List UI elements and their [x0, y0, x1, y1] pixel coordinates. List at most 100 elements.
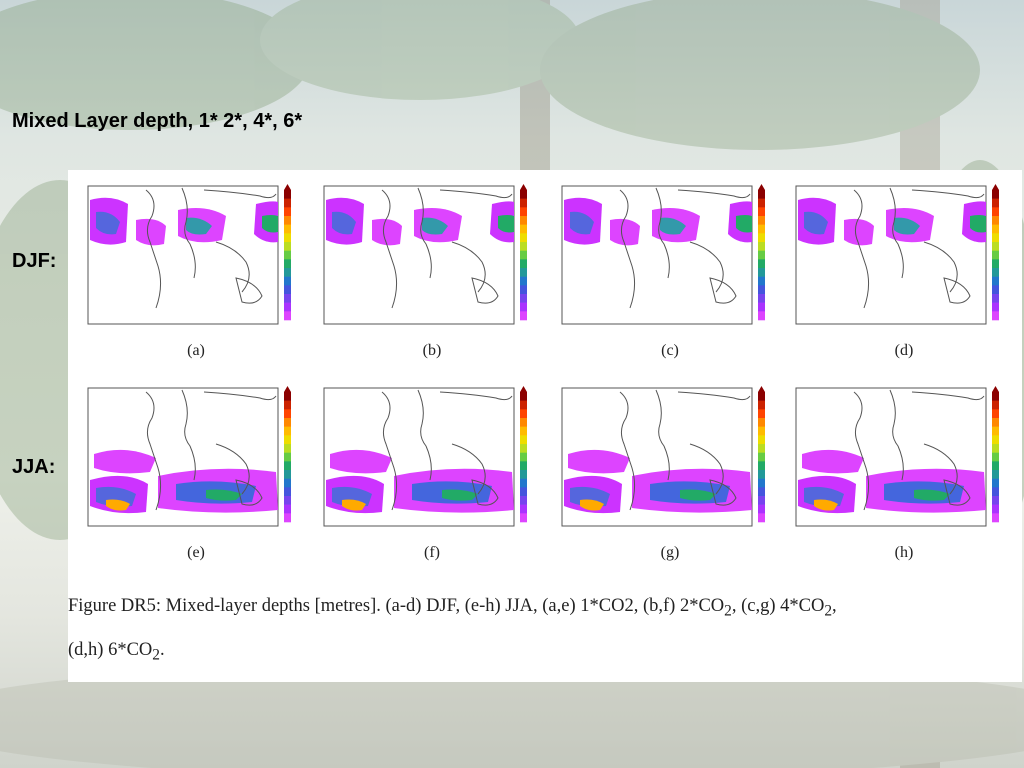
colorbar-segment: [758, 426, 765, 436]
colorbar-arrow: [284, 184, 291, 190]
colorbar-segment: [520, 452, 527, 462]
colorbar-segment: [284, 233, 291, 243]
colorbar-segment: [992, 224, 999, 234]
colorbar-segment: [992, 294, 999, 303]
colorbar-segment: [992, 190, 999, 199]
colorbar-segment: [284, 250, 291, 260]
colorbar-segment: [758, 198, 765, 208]
colorbar-segment: [520, 392, 527, 401]
map-panel-d: (d): [794, 182, 1014, 359]
colorbar-segment: [758, 487, 765, 497]
colorbar-segment: [992, 470, 999, 479]
colorbar-segment: [992, 400, 999, 410]
colorbar-arrow: [758, 184, 765, 190]
colorbar-segment: [758, 496, 765, 505]
panel-label: (c): [661, 342, 679, 359]
colorbar-segment: [992, 435, 999, 445]
colorbar-segment: [992, 452, 999, 462]
colorbar-segment: [758, 470, 765, 479]
colorbar-segment: [520, 426, 527, 436]
colorbar-segment: [520, 276, 527, 286]
colorbar-segment: [284, 487, 291, 497]
colorbar-segment: [992, 426, 999, 436]
colorbar-segment: [284, 216, 291, 225]
colorbar: [520, 386, 527, 523]
panel-label: (d): [894, 342, 914, 359]
colorbar: [758, 386, 765, 523]
colorbar-arrow: [758, 386, 765, 392]
colorbar-segment: [284, 268, 291, 277]
colorbar-segment: [758, 392, 765, 401]
colorbar-segment: [992, 418, 999, 427]
panel-label: (b): [422, 342, 442, 359]
colorbar-segment: [520, 400, 527, 410]
colorbar-segment: [992, 302, 999, 312]
map-panel-b: (b): [322, 182, 542, 359]
colorbar-segment: [520, 409, 527, 419]
colorbar-segment: [992, 392, 999, 401]
colorbar-segment: [520, 311, 527, 321]
colorbar-segment: [758, 216, 765, 225]
colorbar: [992, 184, 999, 321]
map-panel-f: (f): [322, 384, 542, 561]
colorbar-segment: [758, 294, 765, 303]
colorbar-segment: [284, 285, 291, 295]
colorbar-segment: [758, 444, 765, 453]
colorbar-segment: [284, 513, 291, 523]
colorbar-segment: [520, 302, 527, 312]
colorbar-segment: [520, 496, 527, 505]
colorbar-segment: [992, 409, 999, 419]
colorbar-segment: [520, 487, 527, 497]
map-plot: [795, 184, 999, 325]
colorbar-segment: [284, 435, 291, 445]
colorbar-segment: [284, 478, 291, 488]
colorbar-segment: [520, 268, 527, 277]
row-label-jja: JJA:: [12, 456, 56, 478]
colorbar-segment: [992, 233, 999, 243]
colorbar-segment: [992, 461, 999, 471]
colorbar-segment: [758, 190, 765, 199]
colorbar-segment: [758, 276, 765, 286]
colorbar-segment: [284, 461, 291, 471]
colorbar: [992, 386, 999, 523]
colorbar-segment: [284, 470, 291, 479]
map-plot: [795, 386, 999, 527]
colorbar-segment: [284, 224, 291, 234]
colorbar-segment: [992, 504, 999, 514]
figure-caption-line-2: (d,h) 6*CO2.: [68, 640, 165, 664]
colorbar-segment: [992, 276, 999, 286]
colorbar-arrow: [520, 184, 527, 190]
colorbar-segment: [758, 207, 765, 217]
colorbar-segment: [284, 392, 291, 401]
colorbar: [758, 184, 765, 321]
colorbar-segment: [758, 233, 765, 243]
colorbar-segment: [284, 400, 291, 410]
colorbar-segment: [520, 259, 527, 269]
colorbar-segment: [520, 224, 527, 234]
colorbar-segment: [284, 409, 291, 419]
colorbar-segment: [758, 250, 765, 260]
colorbar-segment: [758, 400, 765, 410]
colorbar-segment: [992, 285, 999, 295]
colorbar-segment: [520, 478, 527, 488]
colorbar-arrow: [520, 386, 527, 392]
map-plot: [561, 184, 765, 325]
colorbar-segment: [520, 207, 527, 217]
colorbar-segment: [284, 426, 291, 436]
map-panel-e: (e): [86, 384, 306, 561]
colorbar-segment: [284, 242, 291, 251]
colorbar-segment: [284, 302, 291, 312]
slide-title: Mixed Layer depth, 1* 2*, 4*, 6*: [12, 110, 303, 132]
colorbar: [284, 386, 291, 523]
panel-label: (h): [894, 544, 914, 561]
colorbar-arrow: [992, 386, 999, 392]
colorbar-segment: [758, 311, 765, 321]
map-panel-h: (h): [794, 384, 1014, 561]
colorbar-segment: [284, 198, 291, 208]
colorbar-segment: [520, 513, 527, 523]
colorbar-segment: [520, 198, 527, 208]
colorbar-segment: [520, 444, 527, 453]
colorbar-segment: [284, 294, 291, 303]
colorbar-segment: [758, 513, 765, 523]
colorbar-segment: [758, 478, 765, 488]
